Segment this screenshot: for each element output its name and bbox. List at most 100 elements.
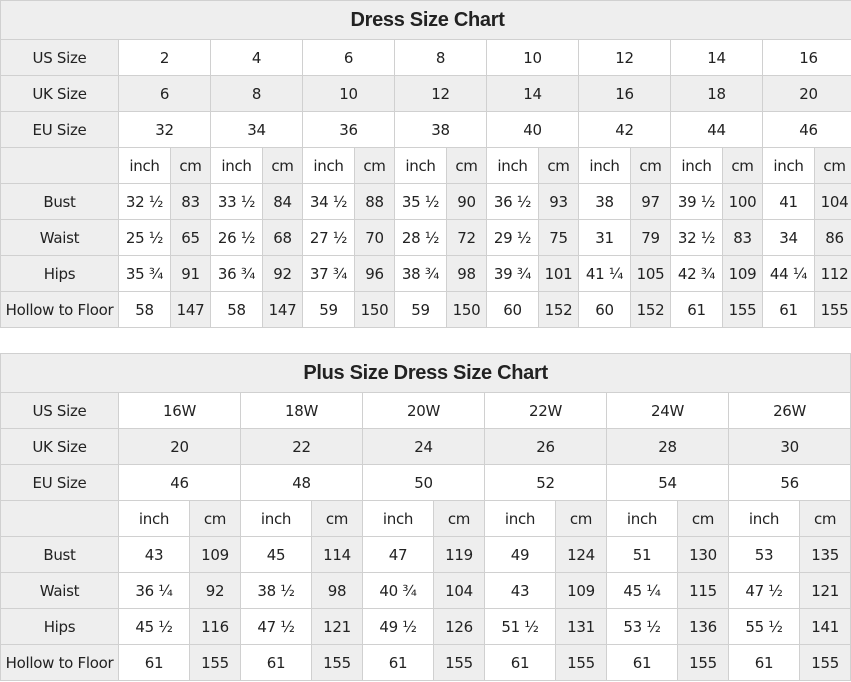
inch-value: 27 ½ — [302, 219, 355, 256]
measurement-label: Bust — [0, 536, 119, 573]
cm-value: 121 — [798, 572, 851, 609]
measurement-label: Hips — [0, 255, 119, 292]
inch-value: 51 — [606, 536, 678, 573]
uk-size-value: 24 — [362, 428, 485, 465]
uk-size-value: 20 — [118, 428, 241, 465]
unit-inch: inch — [118, 147, 171, 184]
eu-size-value: 42 — [578, 111, 671, 148]
cm-value: 104 — [813, 183, 851, 220]
cm-value: 68 — [262, 219, 303, 256]
cm-value: 155 — [311, 644, 363, 681]
inch-value: 31 — [578, 219, 631, 256]
unit-row: inch cm inch cm inch cm inch cm inch cm inch cm — [0, 500, 851, 537]
inch-value: 38 ¾ — [394, 255, 447, 292]
inch-value: 51 ½ — [484, 608, 556, 645]
unit-inch: inch — [606, 500, 678, 537]
inch-value: 32 ½ — [670, 219, 723, 256]
inch-value: 55 ½ — [728, 608, 800, 645]
eu-size-label: EU Size — [0, 464, 119, 501]
uk-size-value: 12 — [394, 75, 487, 112]
unit-inch: inch — [210, 147, 263, 184]
unit-cm: cm — [354, 147, 395, 184]
inch-value: 49 — [484, 536, 556, 573]
inch-value: 58 — [118, 291, 171, 328]
chart-title: Plus Size Dress Size Chart — [0, 353, 851, 393]
cm-value: 92 — [189, 572, 241, 609]
cm-value: 116 — [189, 608, 241, 645]
measurement-label: Hips — [0, 608, 119, 645]
inch-value: 36 ¾ — [210, 255, 263, 292]
unit-cm: cm — [538, 147, 579, 184]
inch-value: 40 ¾ — [362, 572, 434, 609]
eu-size-row: EU Size 46 48 50 52 54 56 — [0, 464, 851, 501]
inch-value: 43 — [118, 536, 190, 573]
measurement-row: Hips 45 ½ 116 47 ½ 121 49 ½ 126 51 ½ 131 53 ½ 136 5… — [0, 608, 851, 645]
unit-row-label — [0, 500, 119, 537]
uk-size-value: 28 — [606, 428, 729, 465]
cm-value: 112 — [813, 255, 851, 292]
cm-value: 115 — [677, 572, 729, 609]
eu-size-value: 38 — [394, 111, 487, 148]
us-size-value: 26W — [727, 392, 851, 429]
unit-cm: cm — [677, 500, 729, 537]
eu-size-value: 50 — [362, 464, 485, 501]
inch-value: 58 — [210, 291, 263, 328]
cm-value: 155 — [677, 644, 729, 681]
cm-value: 155 — [722, 291, 763, 328]
inch-value: 61 — [606, 644, 678, 681]
cm-value: 155 — [798, 644, 851, 681]
cm-value: 141 — [798, 608, 851, 645]
measurement-row: Bust 32 ½ 83 33 ½ 84 34 ½ 88 35 ½ 90 36 ½ 93 38 97 39… — [0, 183, 851, 220]
measurement-row: Hollow to Floor 61 155 61 155 61 155 61 155 61 155… — [0, 644, 851, 681]
inch-value: 41 ¼ — [578, 255, 631, 292]
cm-value: 65 — [170, 219, 211, 256]
inch-value: 60 — [578, 291, 631, 328]
inch-value: 61 — [670, 291, 723, 328]
title-row: Dress Size Chart — [0, 0, 851, 40]
cm-value: 109 — [189, 536, 241, 573]
cm-value: 152 — [630, 291, 671, 328]
cm-value: 88 — [354, 183, 395, 220]
unit-cm: cm — [170, 147, 211, 184]
eu-size-value: 46 — [118, 464, 241, 501]
inch-value: 32 ½ — [118, 183, 171, 220]
cm-value: 97 — [630, 183, 671, 220]
uk-size-value: 20 — [761, 75, 851, 112]
unit-inch: inch — [670, 147, 723, 184]
inch-value: 53 — [728, 536, 800, 573]
measurement-row: Waist 36 ¼ 92 38 ½ 98 40 ¾ 104 43 109 45 ¼ 115 47 ½… — [0, 572, 851, 609]
eu-size-value: 48 — [240, 464, 363, 501]
inch-value: 45 ¼ — [606, 572, 678, 609]
unit-inch: inch — [486, 147, 539, 184]
unit-cm: cm — [813, 147, 851, 184]
us-size-row: US Size 16W 18W 20W 22W 24W 26W — [0, 392, 851, 429]
inch-value: 53 ½ — [606, 608, 678, 645]
inch-value: 33 ½ — [210, 183, 263, 220]
eu-size-value: 32 — [118, 111, 211, 148]
uk-size-row: UK Size 6 8 10 12 14 16 18 20 — [0, 75, 851, 112]
cm-value: 126 — [433, 608, 485, 645]
cm-value: 86 — [813, 219, 851, 256]
cm-value: 70 — [354, 219, 395, 256]
cm-value: 130 — [677, 536, 729, 573]
cm-value: 98 — [311, 572, 363, 609]
cm-value: 155 — [189, 644, 241, 681]
uk-size-value: 18 — [670, 75, 763, 112]
cm-value: 98 — [446, 255, 487, 292]
inch-value: 49 ½ — [362, 608, 434, 645]
unit-cm: cm — [630, 147, 671, 184]
eu-size-value: 40 — [486, 111, 579, 148]
eu-size-value: 46 — [761, 111, 851, 148]
cm-value: 155 — [555, 644, 607, 681]
inch-value: 34 — [762, 219, 815, 256]
inch-value: 35 ¾ — [118, 255, 171, 292]
measurement-label: Bust — [0, 183, 119, 220]
us-size-value: 12 — [578, 39, 671, 76]
inch-value: 61 — [240, 644, 312, 681]
cm-value: 84 — [262, 183, 303, 220]
cm-value: 75 — [538, 219, 579, 256]
cm-value: 105 — [630, 255, 671, 292]
us-size-value: 16 — [761, 39, 851, 76]
inch-value: 35 ½ — [394, 183, 447, 220]
